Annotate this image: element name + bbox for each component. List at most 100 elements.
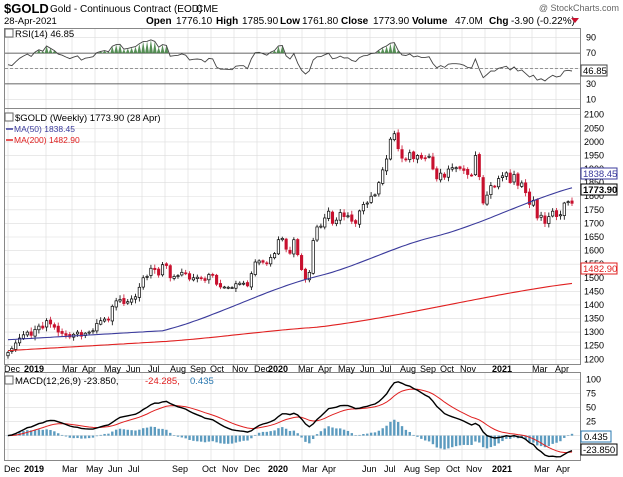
- chart-symbol: $GOLD: [4, 1, 49, 16]
- x-axis-label-top: Jul: [380, 364, 392, 374]
- x-axis-label-top: 2019: [24, 364, 44, 374]
- candle-body: [315, 226, 319, 241]
- macd-hist-bar: [505, 435, 508, 439]
- price-tick-label: 1350: [584, 314, 604, 324]
- macd-legend-box-icon: [4, 375, 14, 385]
- candle-body: [400, 149, 404, 159]
- macd-hist-bar: [188, 435, 191, 440]
- candle-body: [381, 169, 385, 184]
- macd-hist-bar: [454, 435, 458, 447]
- macd-hist-bar: [393, 419, 396, 436]
- x-axis-label-top: Aug: [170, 364, 186, 374]
- candle-body: [527, 191, 532, 205]
- x-axis-label-bottom: Oct: [446, 464, 461, 474]
- candle-body: [454, 167, 458, 170]
- macd-hist-bar: [311, 435, 315, 440]
- candle-body: [29, 331, 33, 336]
- x-axis-label-bottom: Dec: [244, 464, 261, 474]
- candle-body: [273, 253, 277, 259]
- macd-hist-bar: [315, 434, 319, 436]
- candle-body: [354, 220, 358, 224]
- macd-hist-bar: [265, 431, 269, 436]
- x-axis-label-top: Jun: [126, 364, 141, 374]
- macd-hist-bar: [68, 435, 72, 438]
- candle-body: [562, 202, 566, 216]
- macd-hist-bar: [539, 435, 543, 447]
- macd-label: MACD(12,26,9) -23.850,: [15, 376, 119, 387]
- rsi-tick-label: 10: [586, 94, 596, 104]
- candle-body: [21, 334, 25, 339]
- x-axis-label-bottom: Nov: [222, 464, 239, 474]
- macd-hist-bar: [60, 434, 64, 436]
- x-axis-label-top: Apr: [318, 364, 332, 374]
- candle-body: [91, 330, 95, 333]
- candle-body: [412, 151, 416, 160]
- macd-hist-bar: [396, 422, 400, 436]
- candle-body: [145, 276, 149, 278]
- macd-hist-bar: [420, 435, 423, 439]
- macd-hist-bar: [180, 435, 184, 438]
- rsi-overbought-fill: [33, 39, 401, 54]
- macd-hist-bar: [563, 435, 566, 438]
- candle-body: [211, 274, 215, 276]
- macd-hist-bar: [254, 434, 257, 436]
- macd-hist-bar: [501, 435, 504, 442]
- open-value: 1776.10: [176, 16, 213, 27]
- candle-body: [396, 132, 400, 150]
- macd-hist-bar: [157, 428, 160, 436]
- candle-body: [195, 276, 199, 279]
- x-axis-label-top: May: [104, 364, 122, 374]
- candle-body: [508, 172, 512, 184]
- candle-body: [458, 166, 462, 169]
- ma50-line: [7, 187, 573, 341]
- candle-body: [497, 178, 501, 188]
- x-axis-label-top: 2021: [492, 364, 512, 374]
- candle-body: [180, 271, 184, 276]
- x-axis-label-bottom: Jul: [384, 464, 396, 474]
- macd-hist-bar: [342, 429, 346, 436]
- macd-hist-bar: [169, 432, 172, 436]
- macd-signal-line: [7, 388, 573, 454]
- macd-hist-bar: [543, 435, 547, 448]
- candle-body: [95, 323, 99, 332]
- macd-hist-bar: [292, 430, 296, 436]
- candle-body: [242, 282, 246, 285]
- macd-hist-bar: [451, 435, 454, 448]
- candle-body: [338, 212, 342, 221]
- macd-hist-bar: [566, 435, 570, 436]
- x-axis-label-bottom: Oct: [202, 464, 217, 474]
- candle-body: [230, 287, 234, 289]
- price-tick-label: 1650: [584, 232, 604, 242]
- candle-body: [284, 238, 288, 250]
- macd-hist-bar: [192, 435, 195, 441]
- low-label: Low: [280, 16, 300, 27]
- macd-hist-bar: [551, 435, 554, 444]
- macd-hist-bar: [458, 435, 462, 446]
- macd-hist-bar: [134, 430, 137, 436]
- x-axis-label-top: May: [338, 364, 356, 374]
- macd-hist-bar: [145, 427, 149, 436]
- candle-body: [79, 332, 83, 337]
- candle-body: [199, 277, 203, 279]
- candle-body: [419, 154, 423, 159]
- rsi-panel: [7, 39, 573, 82]
- candle-body: [52, 324, 56, 328]
- x-axis-label-bottom: May: [86, 464, 104, 474]
- price-tick-label: 1500: [584, 273, 604, 283]
- candle-body: [323, 217, 327, 228]
- macd-hist-bar: [199, 435, 203, 442]
- macd-hist-bar: [238, 435, 241, 442]
- macd-hist-bar: [33, 429, 37, 436]
- candle-body: [442, 173, 447, 178]
- low-value: 1761.80: [302, 16, 339, 27]
- price-tick-label: 1750: [584, 205, 604, 215]
- price-tick-label: 1700: [584, 218, 604, 228]
- macd-tick-label: 75: [586, 389, 596, 399]
- volume-label: Volume: [412, 16, 448, 27]
- macd-hist-bar: [84, 435, 87, 439]
- candle-body: [365, 202, 369, 205]
- macd-hist-bar: [234, 435, 238, 443]
- macd-hist-bar: [184, 435, 187, 439]
- price-tick-label: 2050: [584, 123, 604, 133]
- macd-hist-bar: [369, 432, 373, 436]
